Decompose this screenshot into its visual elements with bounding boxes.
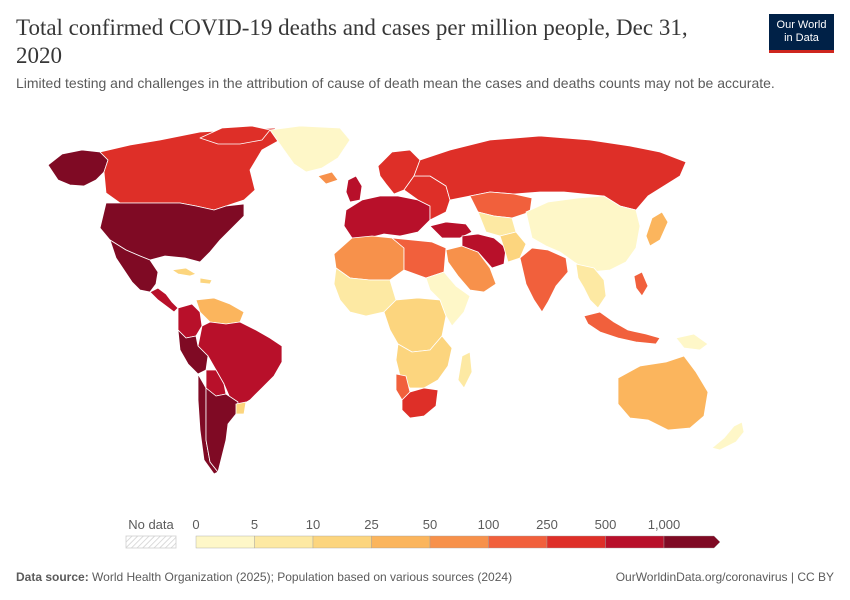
region-new-zealand[interactable] bbox=[711, 421, 745, 451]
legend-swatch[interactable] bbox=[488, 535, 548, 549]
region-greenland[interactable] bbox=[269, 125, 351, 173]
legend-tick-label: 25 bbox=[364, 517, 378, 532]
region-canada-islands[interactable] bbox=[199, 125, 271, 145]
region-india[interactable] bbox=[519, 247, 569, 313]
legend-swatch[interactable] bbox=[312, 535, 372, 549]
logo-line-1: Our World bbox=[776, 19, 827, 31]
region-peru[interactable] bbox=[177, 329, 209, 375]
logo-line-2: in Data bbox=[784, 32, 819, 44]
legend-swatch[interactable] bbox=[195, 535, 255, 549]
legend-no-data-label: No data bbox=[128, 517, 174, 532]
footer-link[interactable]: OurWorldinData.org/coronavirus | CC BY bbox=[615, 570, 834, 584]
region-mexico[interactable] bbox=[109, 239, 159, 293]
world-map bbox=[47, 125, 745, 475]
region-png[interactable] bbox=[675, 333, 709, 351]
region-argentina[interactable] bbox=[205, 387, 239, 473]
region-iceland[interactable] bbox=[317, 171, 339, 185]
legend-swatch[interactable] bbox=[254, 535, 314, 549]
owid-logo[interactable]: Our World in Data bbox=[769, 14, 834, 53]
region-turkey[interactable] bbox=[429, 221, 473, 239]
region-philippines[interactable] bbox=[633, 271, 649, 297]
legend-swatch[interactable] bbox=[546, 535, 606, 549]
legend-tick-label: 100 bbox=[478, 517, 500, 532]
region-uruguay[interactable] bbox=[235, 401, 247, 415]
footer-source: Data source: World Health Organization (… bbox=[16, 570, 512, 584]
region-japan[interactable] bbox=[645, 211, 669, 247]
chart-title: Total confirmed COVID-19 deaths and case… bbox=[16, 15, 688, 68]
region-caribbean[interactable] bbox=[171, 267, 197, 277]
legend-swatch[interactable] bbox=[371, 535, 431, 549]
region-southeast-asia[interactable] bbox=[575, 263, 607, 309]
legend-tick-label: 0 bbox=[192, 517, 199, 532]
region-south-africa[interactable] bbox=[401, 387, 439, 419]
region-caribbean-2[interactable] bbox=[199, 277, 213, 285]
region-uk[interactable] bbox=[345, 175, 363, 203]
footer-source-label: Data source: bbox=[16, 570, 89, 584]
legend-swatch[interactable] bbox=[663, 535, 721, 549]
legend-tick-label: 500 bbox=[595, 517, 617, 532]
region-indonesia[interactable] bbox=[583, 311, 661, 345]
region-australia[interactable] bbox=[617, 355, 709, 431]
region-southern-africa[interactable] bbox=[395, 335, 453, 389]
legend-tick-label: 10 bbox=[306, 517, 320, 532]
legend-swatch[interactable] bbox=[605, 535, 665, 549]
region-brazil[interactable] bbox=[197, 321, 283, 407]
legend-swatch[interactable] bbox=[429, 535, 489, 549]
region-canada[interactable] bbox=[99, 127, 281, 211]
legend-tick-label: 5 bbox=[251, 517, 258, 532]
legend-no-data-swatch[interactable] bbox=[125, 535, 177, 549]
legend-tick-label: 250 bbox=[536, 517, 558, 532]
footer-source-text: World Health Organization (2025); Popula… bbox=[92, 570, 513, 584]
region-madagascar[interactable] bbox=[457, 351, 473, 389]
region-china[interactable] bbox=[525, 195, 641, 273]
chart-subtitle: Limited testing and challenges in the at… bbox=[16, 75, 775, 91]
region-iran[interactable] bbox=[461, 233, 507, 269]
region-east-africa[interactable] bbox=[425, 271, 471, 327]
legend-tick-label: 1,000 bbox=[648, 517, 681, 532]
legend-tick-label: 50 bbox=[423, 517, 437, 532]
